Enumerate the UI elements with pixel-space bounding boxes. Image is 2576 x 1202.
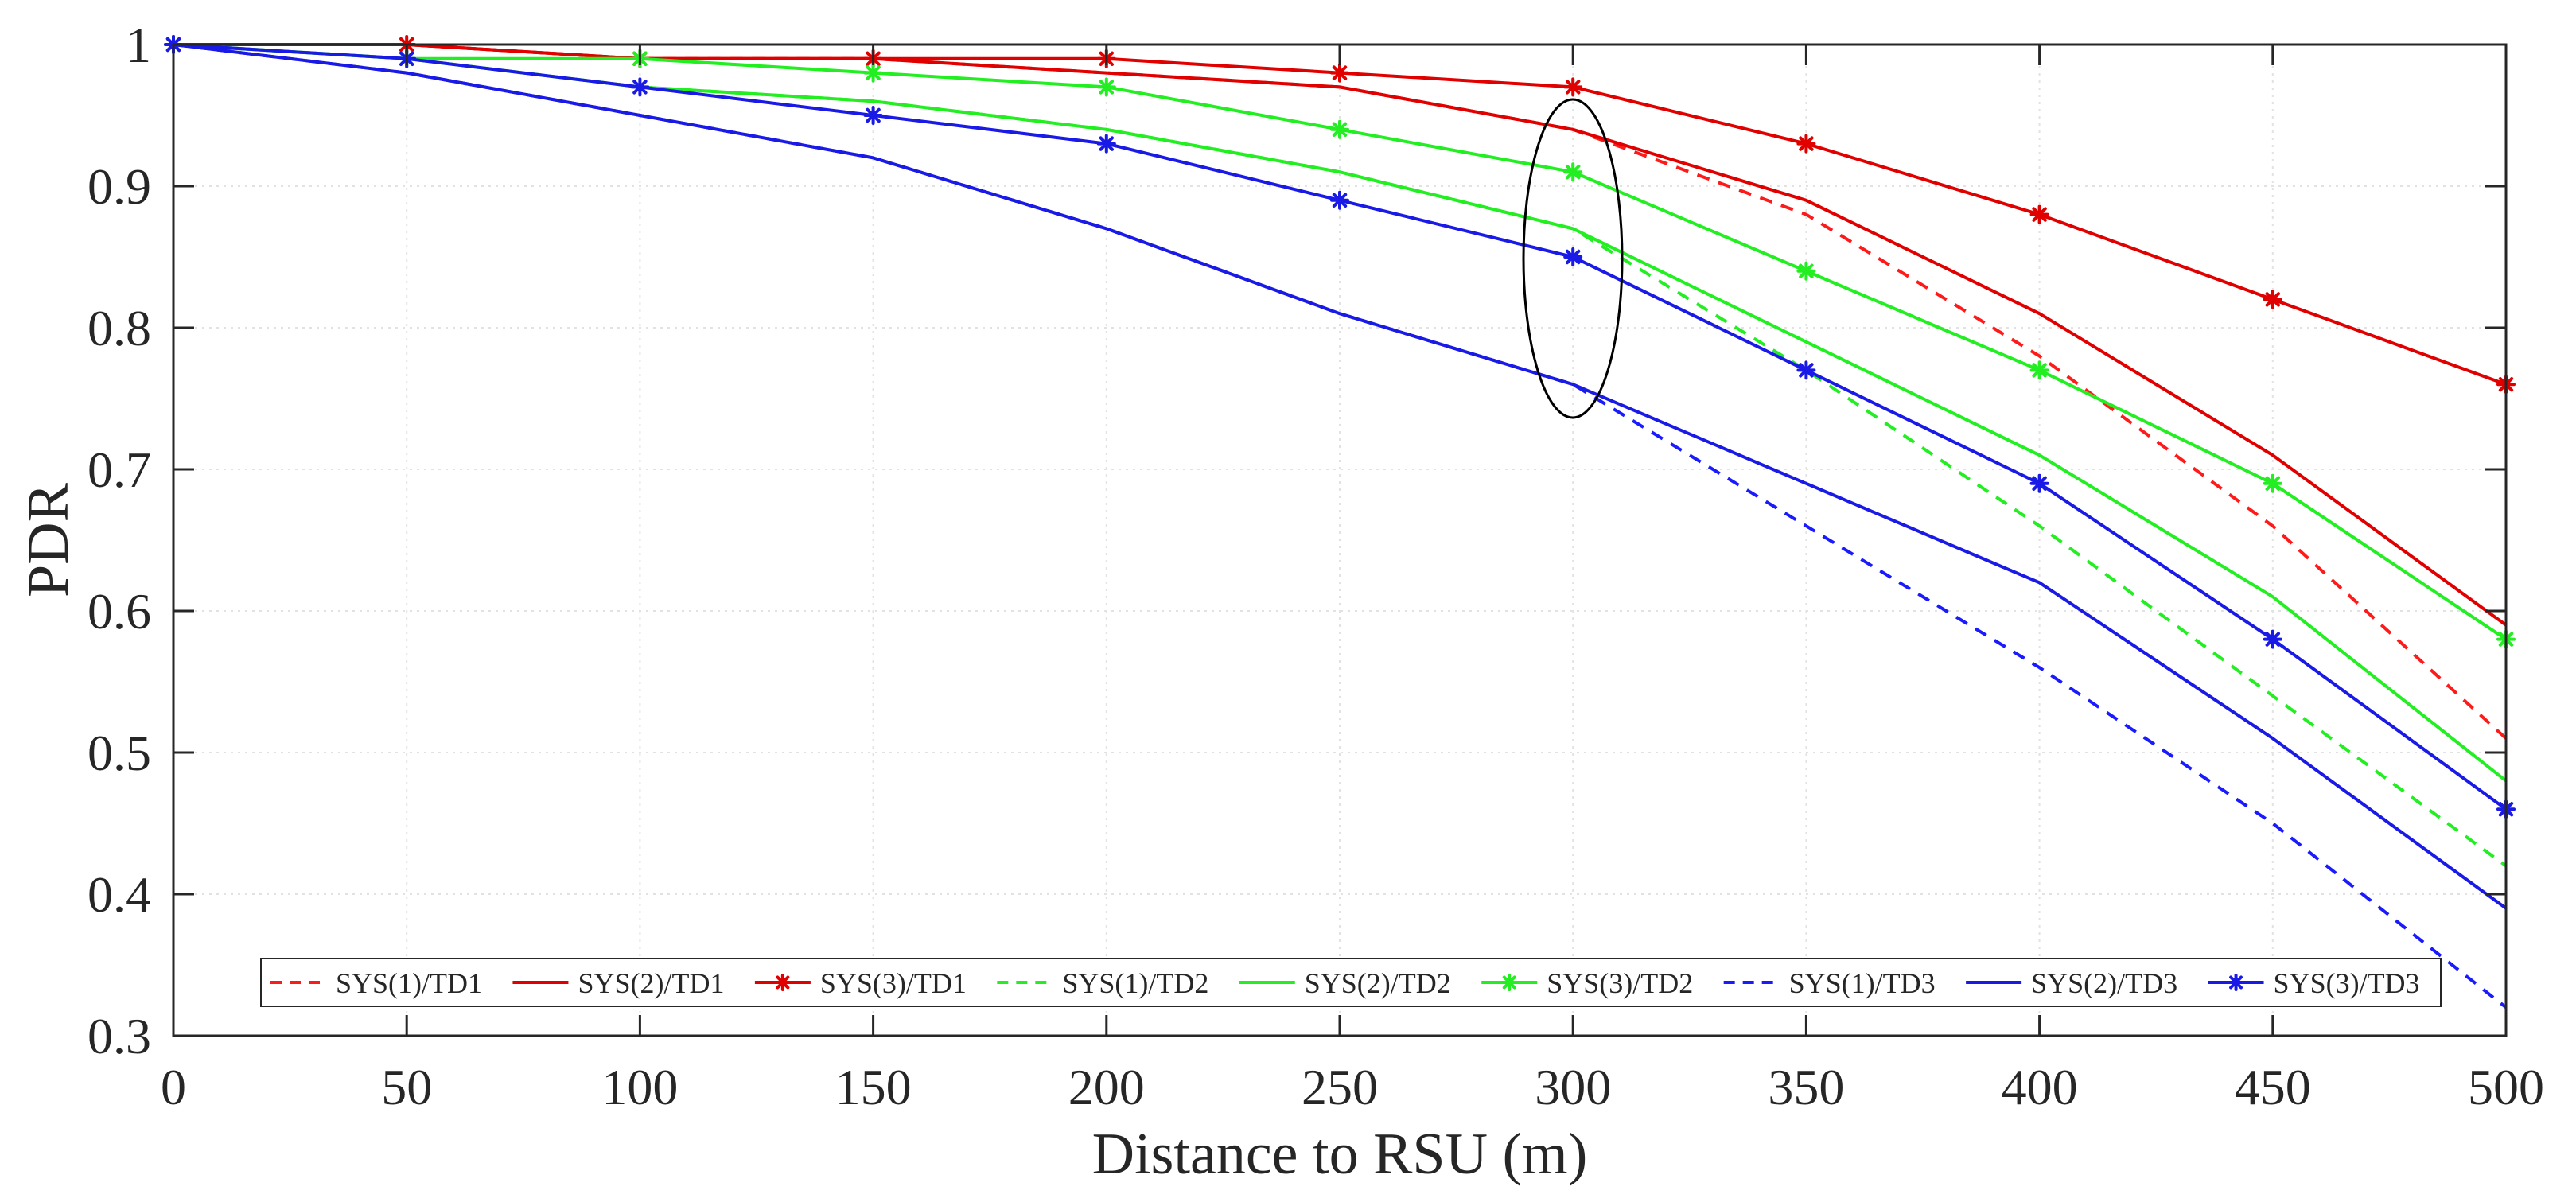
series-sys-2-td3 xyxy=(173,43,2508,910)
x-tick-label: 350 xyxy=(1768,1059,1844,1115)
legend-entry: SYS(1)/TD1 xyxy=(270,967,482,999)
star-marker xyxy=(773,974,792,991)
series-line xyxy=(173,43,2508,910)
legend-label: SYS(3)/TD1 xyxy=(820,967,967,999)
star-marker xyxy=(1563,162,1583,182)
star-marker xyxy=(1563,247,1583,266)
y-tick-label: 0.6 xyxy=(88,583,151,640)
star-marker xyxy=(863,63,883,83)
star-marker xyxy=(1330,63,1349,83)
axis-ticks xyxy=(172,43,2508,1037)
star-marker xyxy=(2263,290,2282,309)
legend: SYS(1)/TD1 SYS(2)/TD1 SYS(3)/TD1 SYS(1)/TD2… xyxy=(260,958,2442,1007)
legend-label: SYS(1)/TD3 xyxy=(1789,967,1936,999)
x-tick-label: 450 xyxy=(2235,1059,2311,1115)
legend-box xyxy=(260,958,2442,1007)
x-tick-label: 0 xyxy=(161,1059,186,1115)
y-tick-label: 0.9 xyxy=(88,158,151,215)
star-marker xyxy=(1500,974,1519,991)
y-tick-labels: 0.3 0.4 0.5 0.6 0.7 0.8 0.9 1 xyxy=(88,17,151,1064)
star-marker xyxy=(863,106,883,125)
series-line xyxy=(173,43,2508,1009)
star-marker xyxy=(2029,204,2049,224)
y-tick-label: 0.5 xyxy=(88,725,151,781)
star-marker xyxy=(1796,261,1816,281)
series-lines xyxy=(164,35,2516,1009)
legend-label: SYS(3)/TD2 xyxy=(1547,967,1693,999)
x-tick-label: 500 xyxy=(2468,1059,2544,1115)
x-tick-labels: 0 50 100 150 200 250 300 350 400 450 500 xyxy=(161,1059,2544,1115)
legend-entry: SYS(2)/TD1 xyxy=(512,967,724,999)
series-sys-1-td3 xyxy=(173,43,2508,1009)
y-axis-label: PDR xyxy=(16,482,81,597)
star-marker xyxy=(1330,119,1349,139)
legend-label: SYS(3)/TD3 xyxy=(2274,967,2420,999)
star-marker xyxy=(1796,360,1816,380)
legend-label: SYS(1)/TD2 xyxy=(1062,967,1208,999)
legend-label: SYS(1)/TD1 xyxy=(336,967,482,999)
star-marker xyxy=(2263,629,2282,649)
star-marker xyxy=(1096,77,1116,97)
x-tick-label: 400 xyxy=(2002,1059,2078,1115)
legend-label: SYS(2)/TD1 xyxy=(578,967,724,999)
x-tick-label: 100 xyxy=(601,1059,678,1115)
x-tick-label: 300 xyxy=(1535,1059,1611,1115)
y-tick-label: 1 xyxy=(126,17,151,73)
legend-entry: SYS(3)/TD1 xyxy=(754,967,967,999)
y-tick-label: 0.7 xyxy=(88,442,151,498)
annotation-ellipse xyxy=(1522,98,1624,419)
x-tick-label: 150 xyxy=(835,1059,912,1115)
legend-entry: SYS(1)/TD2 xyxy=(997,967,1208,999)
star-marker xyxy=(1796,134,1816,154)
legend-entry: SYS(3)/TD2 xyxy=(1481,967,1693,999)
y-tick-label: 0.4 xyxy=(88,866,151,923)
x-tick-label: 250 xyxy=(1302,1059,1378,1115)
star-marker xyxy=(2263,473,2282,493)
x-axis-label: Distance to RSU (m) xyxy=(1092,1122,1588,1187)
star-marker xyxy=(630,77,650,97)
star-marker xyxy=(2227,974,2245,991)
star-marker xyxy=(2029,473,2049,493)
legend-entry: SYS(1)/TD3 xyxy=(1723,967,1936,999)
x-tick-label: 200 xyxy=(1068,1059,1145,1115)
star-marker xyxy=(1330,190,1349,210)
legend-entry: SYS(2)/TD2 xyxy=(1239,967,1451,999)
legend-entry: SYS(2)/TD3 xyxy=(1966,967,2177,999)
y-tick-label: 0.8 xyxy=(88,300,151,356)
x-tick-label: 50 xyxy=(381,1059,432,1115)
legend-label: SYS(2)/TD3 xyxy=(2031,967,2177,999)
legend-entry: SYS(3)/TD3 xyxy=(2208,967,2420,999)
legend-label: SYS(2)/TD2 xyxy=(1305,967,1451,999)
star-marker xyxy=(1563,77,1583,97)
series-sys-3-td3 xyxy=(164,35,2516,819)
star-marker xyxy=(2029,360,2049,380)
star-marker xyxy=(1096,134,1116,154)
y-tick-label: 0.3 xyxy=(88,1008,151,1064)
